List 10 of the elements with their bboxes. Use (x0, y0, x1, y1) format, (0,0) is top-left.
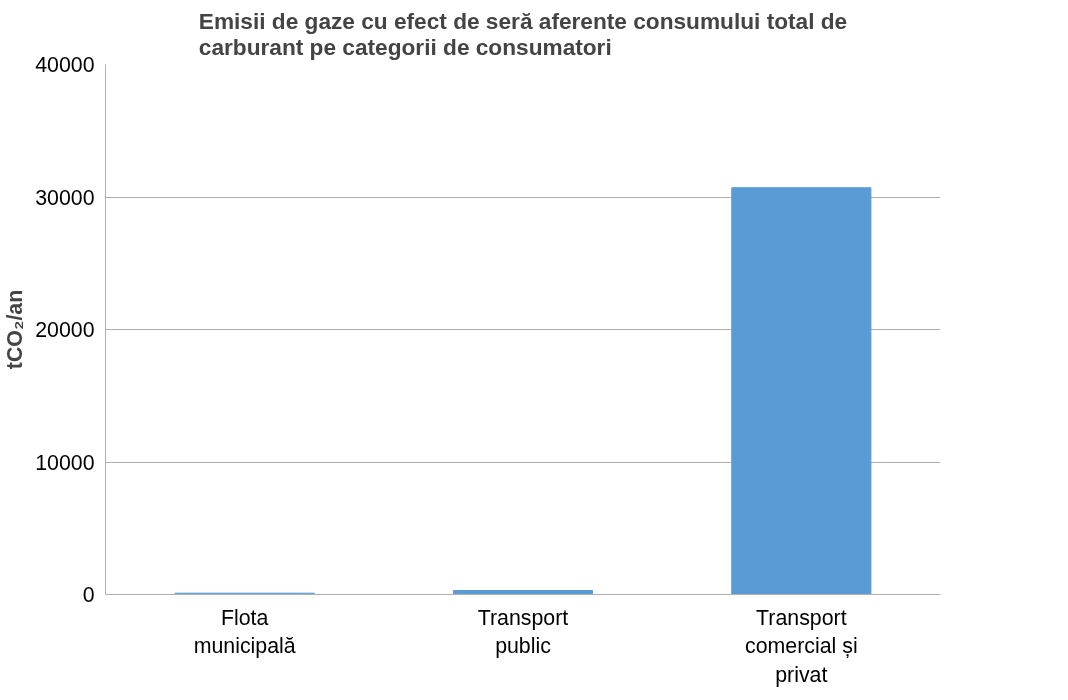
x-tick-label: Transport comercial și privat (745, 605, 858, 688)
x-tick-label: Flota municipală (193, 605, 296, 659)
y-tick-label: 40000 (35, 53, 95, 77)
x-tick-label: Transport public (477, 605, 569, 659)
y-tick-label: 0 (82, 583, 95, 607)
y-axis-title: tCO₂/an (3, 289, 28, 370)
y-tick-label: 20000 (35, 318, 95, 342)
y-tick-label: 10000 (35, 450, 95, 475)
chart-title: Emisii de gaze cu efect de seră aferente consumului total de carburant pe categorii de consumatori (198, 7, 848, 60)
y-tick-label: 30000 (35, 185, 95, 210)
